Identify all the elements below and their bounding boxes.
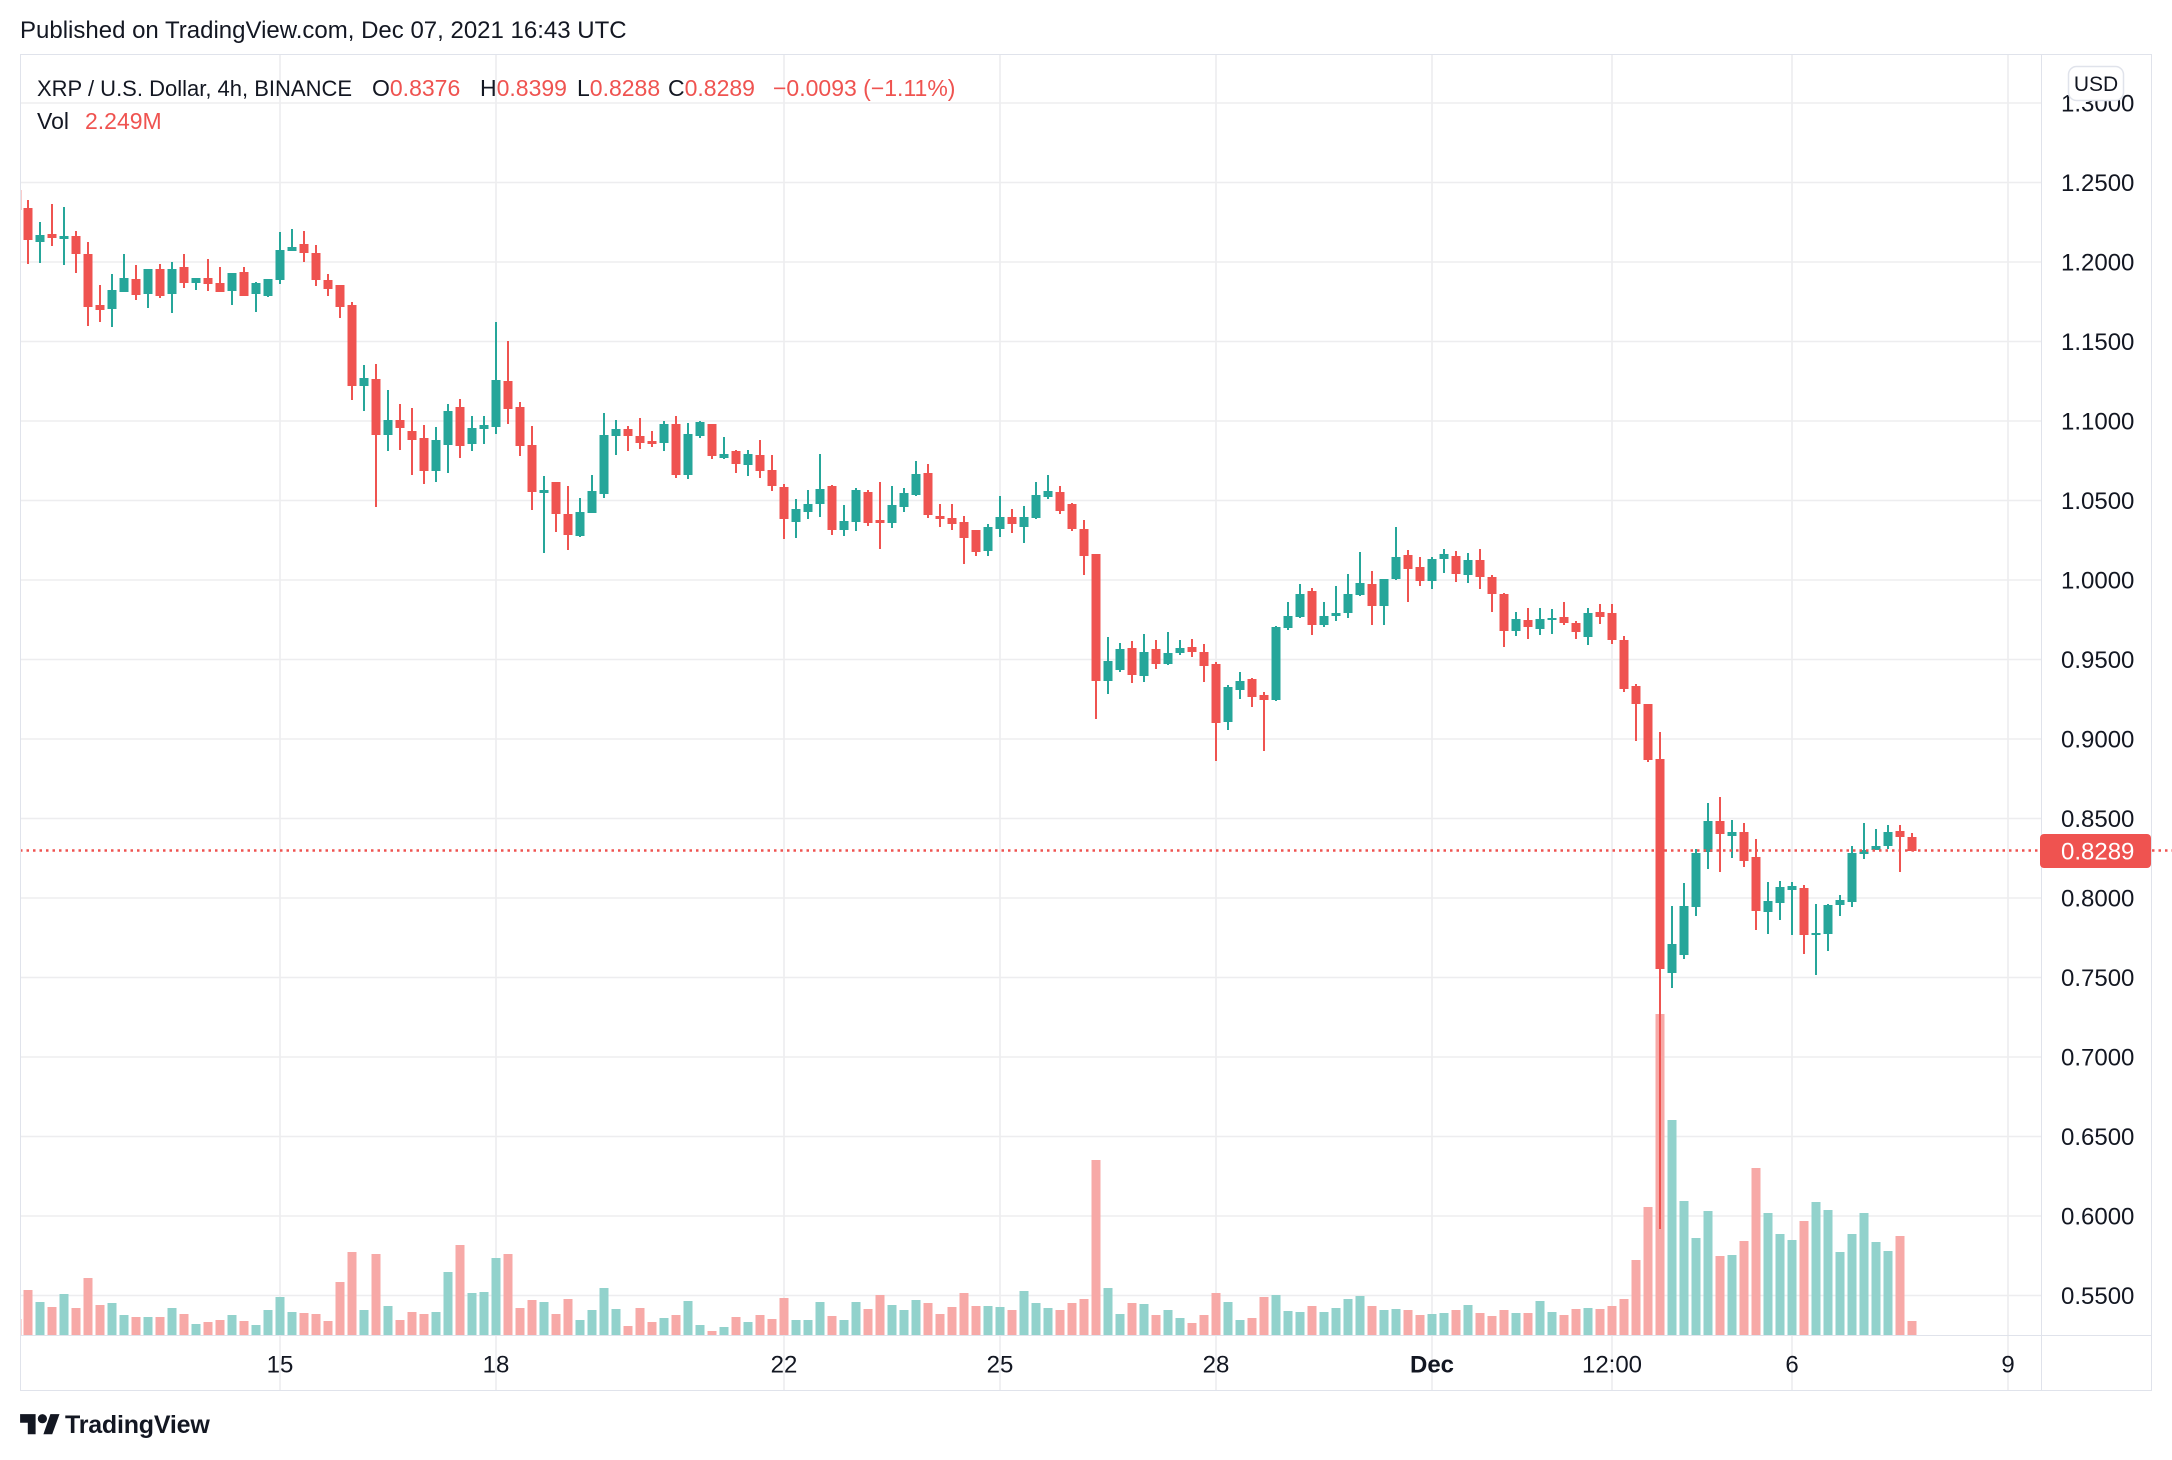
svg-text:18: 18 bbox=[483, 1352, 510, 1379]
svg-text:O0.8376: O0.8376 bbox=[372, 75, 460, 101]
svg-text:0.8289: 0.8289 bbox=[2061, 839, 2134, 866]
svg-text:Vol: Vol bbox=[37, 108, 69, 134]
svg-text:15: 15 bbox=[267, 1352, 294, 1379]
svg-text:USD: USD bbox=[2074, 73, 2118, 96]
svg-text:1.0500: 1.0500 bbox=[2061, 488, 2134, 515]
svg-text:0.6000: 0.6000 bbox=[2061, 1204, 2134, 1231]
svg-text:0.6500: 0.6500 bbox=[2061, 1124, 2134, 1151]
svg-text:1.2500: 1.2500 bbox=[2061, 170, 2134, 197]
svg-text:TradingView: TradingView bbox=[65, 1411, 210, 1439]
svg-text:2.249M: 2.249M bbox=[85, 108, 162, 134]
svg-text:Published on TradingView.com,: Published on TradingView.com, Dec 07, 20… bbox=[20, 17, 627, 44]
svg-text:28: 28 bbox=[1203, 1352, 1230, 1379]
svg-text:25: 25 bbox=[987, 1352, 1014, 1379]
svg-text:0.7500: 0.7500 bbox=[2061, 965, 2134, 992]
svg-text:12:00: 12:00 bbox=[1582, 1352, 1642, 1379]
svg-text:0.7000: 0.7000 bbox=[2061, 1045, 2134, 1072]
svg-text:1.2000: 1.2000 bbox=[2061, 250, 2134, 277]
svg-text:0.9000: 0.9000 bbox=[2061, 727, 2134, 754]
svg-text:9: 9 bbox=[2001, 1352, 2014, 1379]
svg-text:0.8000: 0.8000 bbox=[2061, 886, 2134, 913]
svg-text:Dec: Dec bbox=[1410, 1352, 1454, 1379]
svg-text:−0.0093 (−1.11%): −0.0093 (−1.11%) bbox=[773, 75, 955, 101]
svg-text:6: 6 bbox=[1785, 1352, 1798, 1379]
svg-text:1.1500: 1.1500 bbox=[2061, 329, 2134, 356]
svg-text:H0.8399: H0.8399 bbox=[480, 75, 567, 101]
svg-text:0.8500: 0.8500 bbox=[2061, 806, 2134, 833]
svg-text:1.1000: 1.1000 bbox=[2061, 409, 2134, 436]
svg-text:L0.8288: L0.8288 bbox=[577, 75, 660, 101]
svg-text:1.0000: 1.0000 bbox=[2061, 568, 2134, 595]
svg-text:XRP / U.S. Dollar, 4h, BINANCE: XRP / U.S. Dollar, 4h, BINANCE bbox=[37, 76, 352, 101]
svg-text:C0.8289: C0.8289 bbox=[668, 75, 755, 101]
svg-text:22: 22 bbox=[771, 1352, 798, 1379]
svg-text:0.9500: 0.9500 bbox=[2061, 647, 2134, 674]
svg-text:0.5500: 0.5500 bbox=[2061, 1283, 2134, 1310]
